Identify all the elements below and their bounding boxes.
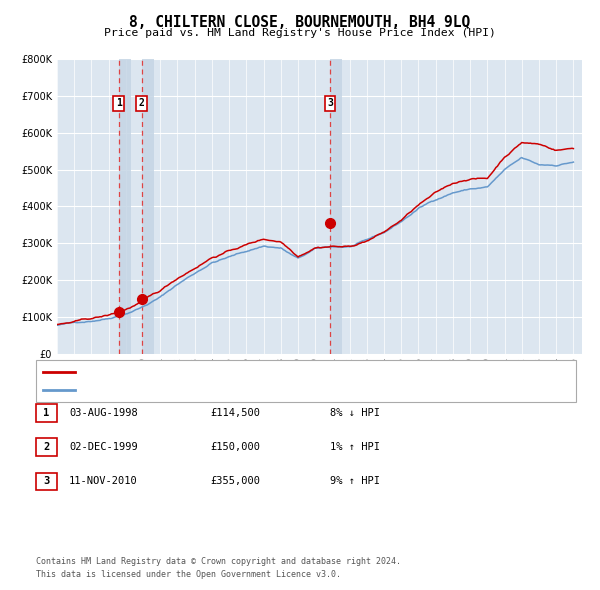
Text: 2: 2 (139, 99, 145, 108)
Text: 1: 1 (43, 408, 50, 418)
Text: 03-AUG-1998: 03-AUG-1998 (69, 408, 138, 418)
Text: 3: 3 (327, 99, 333, 108)
Text: 8, CHILTERN CLOSE, BOURNEMOUTH, BH4 9LQ (detached house): 8, CHILTERN CLOSE, BOURNEMOUTH, BH4 9LQ … (80, 368, 402, 376)
Text: £114,500: £114,500 (210, 408, 260, 418)
Text: 2: 2 (43, 442, 50, 452)
Text: 8, CHILTERN CLOSE, BOURNEMOUTH, BH4 9LQ: 8, CHILTERN CLOSE, BOURNEMOUTH, BH4 9LQ (130, 15, 470, 30)
Text: 11-NOV-2010: 11-NOV-2010 (69, 477, 138, 486)
Text: This data is licensed under the Open Government Licence v3.0.: This data is licensed under the Open Gov… (36, 571, 341, 579)
Bar (142, 59, 154, 354)
Text: 02-DEC-1999: 02-DEC-1999 (69, 442, 138, 452)
Text: £150,000: £150,000 (210, 442, 260, 452)
Text: 3: 3 (43, 477, 50, 486)
Text: HPI: Average price, detached house, Bournemouth Christchurch and Poole: HPI: Average price, detached house, Bour… (80, 386, 482, 395)
Text: £355,000: £355,000 (210, 477, 260, 486)
Text: Contains HM Land Registry data © Crown copyright and database right 2024.: Contains HM Land Registry data © Crown c… (36, 558, 401, 566)
Text: 1: 1 (116, 99, 122, 108)
Bar (119, 59, 131, 354)
Text: 8% ↓ HPI: 8% ↓ HPI (330, 408, 380, 418)
Text: 1% ↑ HPI: 1% ↑ HPI (330, 442, 380, 452)
Text: 9% ↑ HPI: 9% ↑ HPI (330, 477, 380, 486)
Text: Price paid vs. HM Land Registry's House Price Index (HPI): Price paid vs. HM Land Registry's House … (104, 28, 496, 38)
Bar (330, 59, 342, 354)
